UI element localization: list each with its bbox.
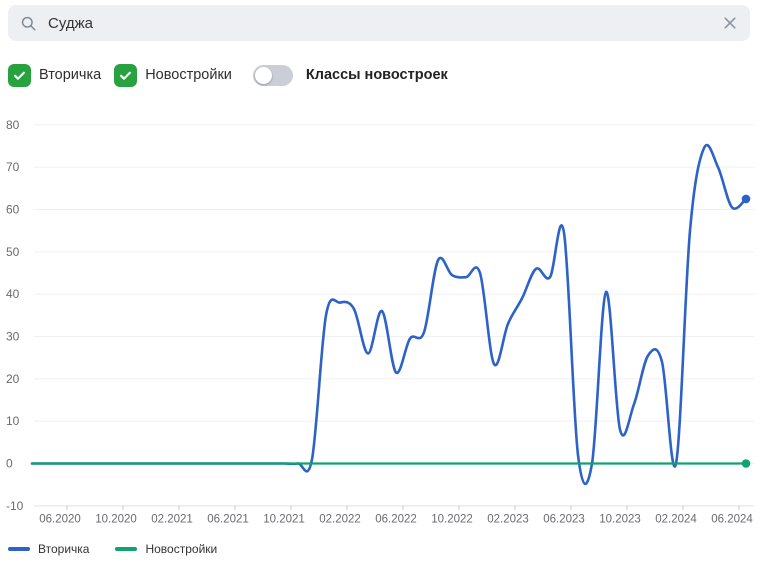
x-axis-tick-label: 02.2022 [319, 513, 361, 525]
series-vtorichka-end-dot [741, 194, 751, 204]
toggle-knob [254, 66, 272, 84]
check-icon [14, 71, 25, 80]
y-axis-tick-label: 20 [6, 372, 20, 386]
y-axis-tick-label: 30 [6, 330, 20, 344]
x-axis-tick-label: 02.2024 [655, 513, 697, 525]
toggle-label: Классы новостроек [305, 67, 448, 83]
series-vtorichka-line [30, 143, 748, 486]
x-axis-tick-label: 06.2022 [375, 513, 417, 525]
y-axis-tick-label: 50 [6, 245, 20, 259]
y-axis-tick-label: 70 [6, 160, 20, 174]
search-input[interactable] [46, 13, 713, 33]
filter-controls: Вторичка Новостройки Классы новостроек [8, 63, 448, 87]
x-axis-tick-label: 06.2023 [543, 513, 585, 525]
legend-item-novostroyki[interactable]: Новостройки [115, 542, 217, 556]
y-axis-tick-label: 0 [6, 457, 13, 471]
chart-legend: Вторичка Новостройки [8, 542, 217, 556]
y-axis-tick-label: 80 [6, 118, 20, 132]
x-axis-tick-label: 06.2021 [207, 513, 249, 525]
checkbox-checked-icon [114, 63, 138, 87]
series-novostroyki-end-dot [741, 459, 751, 468]
chart-canvas: 80 70 60 50 40 30 20 10 0 -10 06.2020 10.2020 02.202… [6, 118, 754, 525]
close-icon[interactable] [722, 15, 738, 31]
y-axis-tick-label: 40 [6, 287, 20, 301]
x-axis-tick-label: 10.2022 [431, 513, 473, 525]
price-chart: 80 70 60 50 40 30 20 10 0 -10 06.2020 10.2020 02.202… [0, 105, 758, 535]
x-axis-tick-label: 10.2020 [95, 513, 137, 525]
x-axis-tick-label: 02.2023 [487, 513, 529, 525]
legend-dash-icon [8, 547, 30, 551]
toggle-switch-off[interactable] [252, 64, 293, 86]
search-icon [20, 15, 37, 32]
checkbox-checked-icon [8, 63, 31, 87]
x-axis-tick-label: 06.2020 [39, 513, 81, 525]
legend-item-vtorichka[interactable]: Вторичка [8, 542, 89, 556]
search-bar [8, 5, 750, 41]
x-axis-tick-label: 10.2021 [263, 513, 305, 525]
legend-dash-icon [115, 547, 138, 551]
y-axis-tick-label: 60 [6, 203, 20, 217]
y-axis-tick-label: -10 [6, 499, 24, 513]
x-axis-tick-label: 02.2021 [151, 513, 193, 525]
legend-label: Новостройки [145, 542, 218, 556]
y-axis-tick-label: 10 [6, 414, 20, 428]
x-axis-tick-label: 10.2023 [599, 513, 641, 525]
checkbox-novostroyki-label: Новостройки [145, 67, 232, 83]
check-icon [120, 71, 132, 80]
toggle-novostroyki-classes[interactable]: Классы новостроек [252, 64, 448, 86]
checkbox-novostroyki[interactable]: Новостройки [114, 63, 232, 87]
checkbox-vtorichka[interactable]: Вторичка [8, 63, 102, 87]
legend-label: Вторичка [38, 542, 90, 556]
checkbox-vtorichka-label: Вторичка [39, 67, 102, 83]
x-axis-tick-label: 06.2024 [711, 513, 753, 525]
